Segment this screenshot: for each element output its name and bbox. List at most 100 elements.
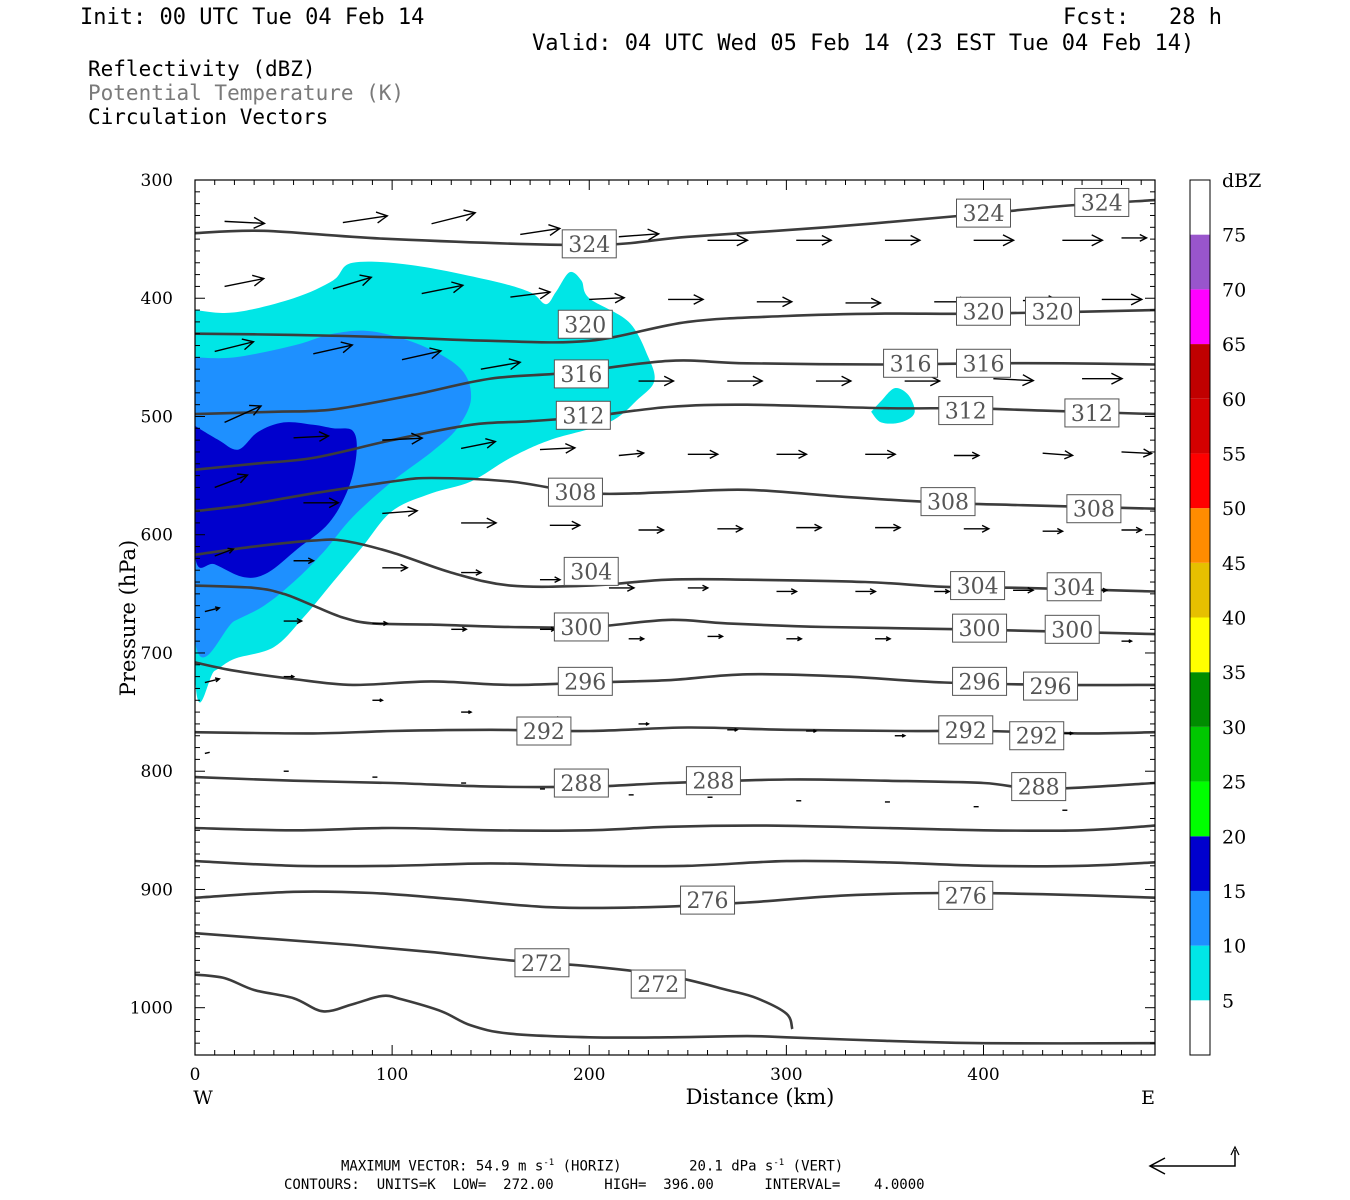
- theta-label-288-1: 288: [685, 766, 741, 796]
- vector-arrow-7: [884, 234, 922, 246]
- theta-label-304-1: 304: [950, 571, 1006, 601]
- vector-head: [252, 274, 266, 287]
- vector-head: [237, 473, 249, 484]
- vector-head: [869, 588, 877, 595]
- vector-head: [253, 216, 267, 229]
- vector-head: [636, 449, 646, 458]
- theta-label-276-1: 276: [938, 880, 994, 910]
- colorbar-label-5: 5: [1222, 990, 1234, 1012]
- theta-label-text: 324: [1081, 191, 1123, 216]
- vector-head: [981, 524, 991, 533]
- vector-head: [1064, 450, 1075, 460]
- vector-arrow-47: [382, 506, 419, 517]
- vector-head: [1056, 527, 1065, 535]
- theta-label-320-0: 320: [557, 309, 613, 339]
- vector-head: [797, 636, 803, 642]
- theta-label-296-2: 296: [1023, 671, 1079, 701]
- vector-head: [554, 576, 562, 584]
- colorbar-label-60: 60: [1222, 389, 1246, 411]
- vector-shaft: [382, 437, 423, 441]
- vector-head: [375, 211, 389, 224]
- vector-shaft: [204, 607, 220, 613]
- vector-arrow-3: [520, 224, 562, 236]
- reflectivity-area-5dbz-1: [871, 387, 915, 424]
- vector-arrow-34: [293, 431, 331, 442]
- theta-label-box: [950, 571, 1006, 601]
- theta-label-text: 316: [560, 363, 602, 388]
- vector-head: [1130, 293, 1144, 306]
- colorbar-label-20: 20: [1222, 826, 1246, 848]
- vector-arrow-58: [293, 557, 316, 565]
- vector-head: [1135, 526, 1144, 534]
- theta-label-box: [553, 612, 609, 642]
- vector-head: [296, 617, 304, 625]
- vector-shaft: [204, 678, 220, 684]
- vector-head: [411, 432, 424, 445]
- theta-label-text: 308: [1073, 498, 1115, 523]
- vector-arrow-40: [776, 449, 809, 460]
- theta-label-304-0: 304: [563, 556, 619, 586]
- colorbar-band-30: [1190, 672, 1210, 727]
- vector-arrow-31: [993, 374, 1035, 387]
- theta-contour-272: [195, 931, 794, 1030]
- vector-head: [249, 404, 263, 416]
- theta-label-320-2: 320: [1024, 296, 1080, 326]
- theta-label-box: [630, 969, 686, 999]
- vector-arrow-12: [332, 274, 373, 290]
- vector-shaft: [510, 291, 551, 298]
- vector-head: [735, 524, 744, 533]
- theta-label-box: [956, 198, 1012, 228]
- vector-arrow-67: [1013, 586, 1035, 594]
- vector-shaft: [618, 233, 659, 238]
- colorbar-label-45: 45: [1222, 553, 1246, 575]
- max-vector-label: MAXIMUM VECTOR:: [341, 1158, 468, 1175]
- theta-label-text: 288: [1018, 776, 1060, 801]
- vector-head: [813, 729, 818, 734]
- theta-label-292-0: 292: [516, 716, 572, 746]
- y-tick-label-500: 500: [141, 407, 173, 427]
- vector-head: [1091, 234, 1104, 247]
- vector-head: [340, 341, 354, 354]
- theta-label-box: [1074, 187, 1130, 217]
- vector-arrow-49: [549, 520, 582, 531]
- vector-arrow-37: [539, 442, 577, 454]
- legend-potential-temperature: Potential Temperature (K): [88, 81, 405, 105]
- vector-arrow-8: [973, 234, 1016, 247]
- vector-arrow-23: [313, 341, 354, 355]
- theta-label-box: [561, 229, 617, 259]
- vector-head: [1142, 448, 1154, 458]
- x-tick-label-400: 400: [967, 1065, 999, 1085]
- vector-shaft: [589, 296, 625, 301]
- vector-arrow-55: [1042, 527, 1065, 535]
- vector-head: [647, 228, 661, 241]
- theta-label-text: 296: [959, 670, 1001, 695]
- vector-arrow-76: [786, 636, 803, 642]
- vector-head: [461, 626, 468, 633]
- vector-arrow-33: [224, 404, 263, 424]
- vector-arrow-4: [618, 228, 661, 241]
- theta-label-text: 288: [692, 770, 734, 795]
- vector-arrow-71: [372, 620, 389, 627]
- vector-head: [383, 620, 389, 627]
- vector-shaft: [382, 510, 418, 515]
- vector-arrow-86: [638, 721, 651, 726]
- theta-label-316-2: 316: [956, 348, 1012, 378]
- vector-head: [870, 297, 883, 309]
- max-vector-line: MAXIMUM VECTOR: 54.9 m s-1 (HORIZ) 20.1 …: [341, 1158, 843, 1175]
- vector-shaft: [214, 548, 234, 557]
- theta-label-box: [1023, 671, 1079, 701]
- vector-head: [693, 294, 705, 305]
- max-vector-horiz-unit: m s: [518, 1158, 544, 1175]
- theta-label-box: [938, 880, 994, 910]
- vector-head: [486, 517, 498, 529]
- vector-arrow-81: [204, 677, 221, 684]
- vector-arrow-77: [875, 636, 892, 642]
- y-tick-label-600: 600: [141, 526, 173, 546]
- colorbar-label-10: 10: [1222, 936, 1246, 958]
- vector-shaft: [214, 341, 254, 353]
- theta-label-text: 308: [554, 481, 596, 506]
- theta-label-text: 272: [637, 973, 679, 998]
- vector-shaft: [520, 227, 560, 236]
- colorbar-frame: [1189, 179, 1211, 1056]
- vector-arrow-18: [845, 297, 883, 309]
